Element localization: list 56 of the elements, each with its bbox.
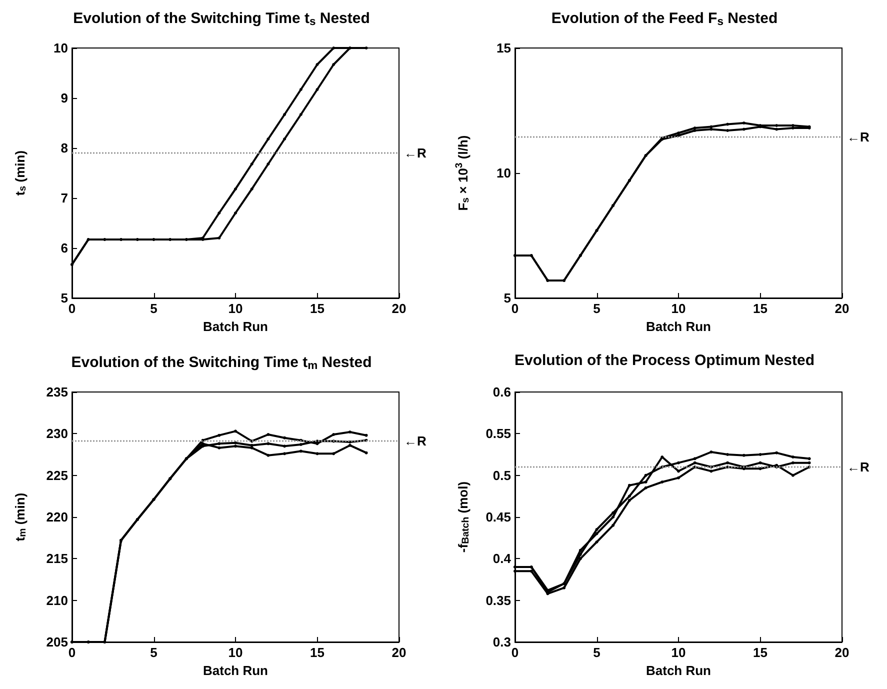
- x-tick-label: 20: [392, 645, 406, 660]
- y-tick-label: 0.55: [486, 426, 511, 442]
- x-tick-label: 10: [228, 645, 243, 660]
- x-tick-label: 0: [68, 645, 76, 660]
- x-tick-label: 20: [834, 645, 850, 660]
- y-axis-title: tm (min): [12, 492, 28, 542]
- y-tick-label: 8: [60, 140, 68, 156]
- x-tick-label: 10: [228, 301, 243, 316]
- y-tick-label: 230: [46, 426, 68, 442]
- y-tick-label: 220: [46, 510, 68, 524]
- y-tick-label: 6: [60, 240, 68, 256]
- ref-line-label: ←R: [404, 434, 427, 449]
- x-axis-title: Batch Run: [646, 318, 712, 334]
- x-tick-label: 15: [310, 301, 324, 316]
- y-tick-label: 5: [60, 290, 68, 306]
- y-tick-label: 225: [46, 468, 68, 483]
- y-tick-label: 210: [46, 592, 68, 608]
- y-tick-label: 205: [46, 634, 68, 650]
- y-tick-label: 0.45: [486, 510, 511, 524]
- y-tick-label: 10: [54, 40, 68, 56]
- y-tick-label: 9: [60, 90, 68, 106]
- y-tick-label: 15: [496, 40, 511, 56]
- x-tick-label: 15: [753, 301, 768, 316]
- y-tick-label: 0.5: [492, 468, 511, 483]
- x-tick-label: 5: [593, 301, 600, 316]
- x-tick-label: 5: [150, 645, 158, 660]
- x-tick-label: 15: [753, 645, 768, 660]
- y-axis-title: Fs × 103 (l/h): [454, 135, 472, 211]
- x-tick-label: 20: [392, 301, 406, 316]
- x-tick-label: 10: [671, 301, 686, 316]
- ref-line-label: ←R: [847, 129, 870, 144]
- y-tick-label: 0.4: [492, 551, 512, 566]
- x-tick-label: 5: [150, 301, 158, 316]
- y-tick-label: 215: [46, 551, 68, 566]
- y-tick-label: 0.35: [486, 592, 511, 608]
- y-tick-label: 0.3: [492, 634, 511, 650]
- y-tick-label: 7: [60, 190, 68, 206]
- x-axis-title: Batch Run: [203, 662, 268, 678]
- x-tick-label: 20: [834, 301, 850, 316]
- y-tick-label: 235: [46, 384, 68, 400]
- x-axis-title: Batch Run: [646, 662, 712, 678]
- y-axis-title: ts (min): [12, 150, 28, 196]
- x-tick-label: 0: [68, 301, 76, 316]
- x-tick-label: 0: [511, 301, 519, 316]
- y-tick-label: 0.6: [492, 384, 511, 400]
- chart-title: Evolution of the Process Optimum Nested: [514, 352, 815, 369]
- ref-line-label: ←R: [404, 146, 427, 160]
- y-tick-label: 5: [504, 290, 511, 306]
- x-tick-label: 15: [310, 645, 324, 660]
- y-tick-label: 10: [496, 166, 511, 180]
- y-axis-title: -fBatch (mol): [455, 481, 472, 553]
- x-tick-label: 0: [511, 645, 519, 660]
- x-axis-title: Batch Run: [203, 318, 268, 334]
- ref-line-label: ←R: [847, 460, 870, 474]
- x-tick-label: 5: [593, 645, 600, 660]
- x-tick-label: 10: [671, 645, 686, 660]
